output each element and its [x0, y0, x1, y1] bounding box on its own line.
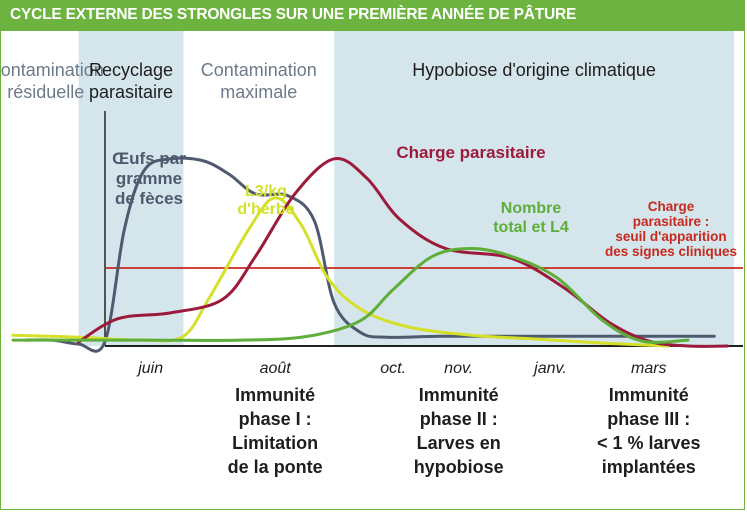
phase-band-1: [78, 31, 184, 346]
phase-label-3-line: Hypobiose d'origine climatique: [412, 60, 656, 80]
x-tick-label: janv.: [532, 360, 567, 377]
immunity-phase-3: Immunité phase III : < 1 % larves implantée…: [597, 385, 701, 477]
chart-title: CYCLE EXTERNE DES STRONGLES SUR UNE PREM…: [10, 6, 577, 23]
series-line-3: [11, 247, 690, 344]
immunity-phase-1-line: Limitation: [232, 433, 318, 453]
phase-label-1: Recyclage parasitaire: [89, 60, 173, 102]
series-label-0-line: gramme: [116, 169, 182, 188]
threshold-label: Charge parasitaire : seuil d'apparition des…: [605, 199, 737, 259]
immunity-phase-1-line: phase I :: [239, 409, 312, 429]
immunity-phase-1-line: de la ponte: [228, 457, 323, 477]
immunity-phase-3-line: < 1 % larves: [597, 433, 701, 453]
series-label-3-line: Nombre: [501, 200, 562, 217]
series-label-1-line: L3/kg: [245, 183, 287, 200]
phase-label-0-line: Contamination: [1, 60, 104, 80]
series-label-0: Œufs par gramme de fèces: [112, 149, 186, 208]
immunity-phase-1-line: Immunité: [235, 385, 315, 405]
series-label-1-line: d'herbe: [237, 201, 294, 218]
x-tick-label: oct.: [380, 360, 406, 377]
phase-label-1-line: parasitaire: [89, 82, 173, 102]
series-label-2: Charge parasitaire: [396, 143, 545, 162]
phase-label-2-line: Contamination: [201, 60, 317, 80]
immunity-phase-2-line: hypobiose: [414, 457, 504, 477]
series-label-3: Nombre total et L4: [493, 200, 569, 236]
immunity-phase-3-line: Immunité: [609, 385, 689, 405]
phase-label-1-line: Recyclage: [89, 60, 173, 80]
x-tick-label: juin: [136, 360, 163, 377]
immunity-phase-3-line: implantées: [602, 457, 696, 477]
phase-bands: [78, 31, 734, 346]
x-tick-label: août: [260, 360, 292, 377]
phase-label-0-line: résiduelle: [7, 82, 84, 102]
immunity-phase-2-line: phase II :: [420, 409, 498, 429]
phase-band-3: [334, 31, 734, 346]
immunity-phase-2-line: Immunité: [419, 385, 499, 405]
phase-label-3: Hypobiose d'origine climatique: [412, 60, 656, 80]
threshold-label-line: parasitaire :: [633, 214, 710, 229]
series-line-0: [24, 156, 716, 353]
threshold-label-line: Charge: [648, 199, 695, 214]
immunity-phase-2: Immunité phase II : Larves en hypobiose: [414, 385, 504, 477]
immunity-phase-1: Immunité phase I : Limitation de la ponte: [228, 385, 323, 477]
series-labels: Œufs par gramme de fèces L3/kg d'herbe Charge…: [112, 143, 569, 236]
series-label-0-line: Œufs par: [112, 149, 186, 168]
phase-label-2-line: maximale: [220, 82, 297, 102]
immunity-phase-3-line: phase III :: [607, 409, 690, 429]
series-label-1: L3/kg d'herbe: [237, 183, 294, 218]
immunity-phase-2-line: Larves en: [417, 433, 501, 453]
x-ticks: juin août oct. nov. janv. mars: [136, 360, 666, 377]
x-tick-label: mars: [631, 360, 667, 377]
series-lines: [11, 156, 729, 353]
threshold-label-line: des signes cliniques: [605, 244, 737, 259]
phase-label-0: Contaminationrésiduelle: [1, 60, 104, 102]
threshold-label-line: seuil d'apparition: [615, 229, 726, 244]
series-label-2-line: Charge parasitaire: [396, 143, 545, 162]
series-label-3-line: total et L4: [493, 219, 569, 236]
series-line-2: [77, 156, 729, 348]
x-tick-label: nov.: [444, 360, 473, 377]
threshold: Charge parasitaire : seuil d'apparition des…: [105, 199, 743, 269]
title-bar: CYCLE EXTERNE DES STRONGLES SUR UNE PREM…: [1, 1, 744, 31]
phase-labels: ContaminationrésiduelleRecyclageparasita…: [1, 60, 656, 102]
series-label-0-line: de fèces: [115, 189, 183, 208]
immunity-phases: Immunité phase I : Limitation de la ponteIm…: [228, 385, 701, 477]
phase-label-2: Contamination maximale: [201, 60, 317, 102]
